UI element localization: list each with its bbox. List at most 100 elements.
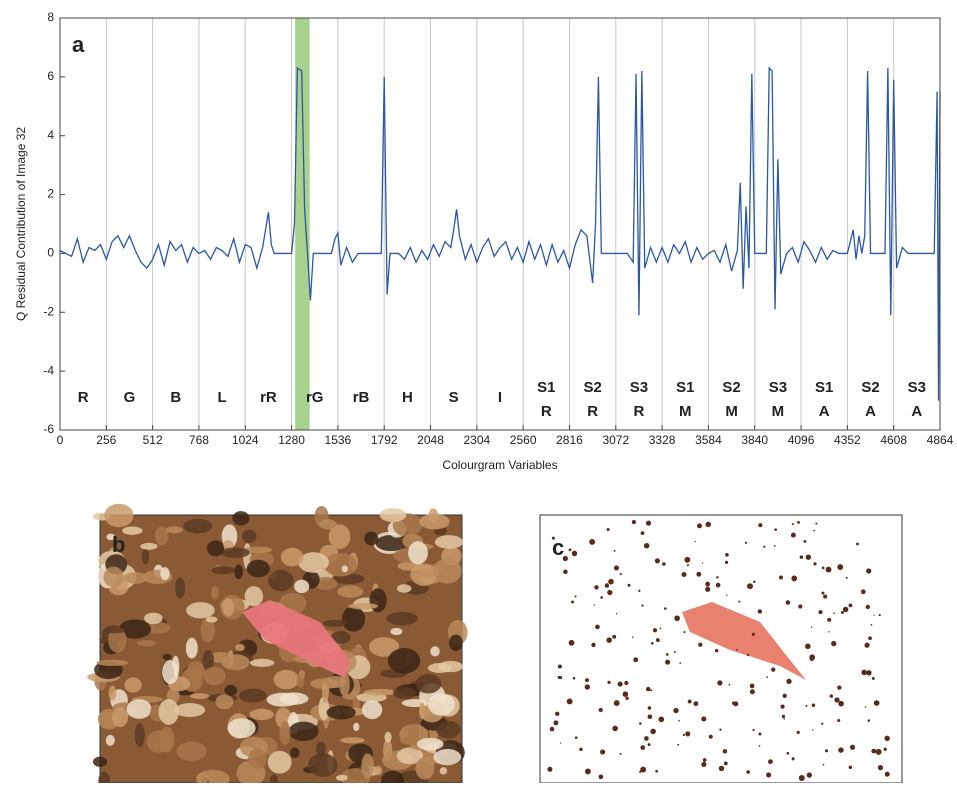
speck	[640, 745, 646, 750]
speck	[753, 580, 756, 584]
speck	[608, 578, 614, 585]
speck	[622, 691, 629, 697]
speck	[811, 703, 816, 708]
x-tick-label: 3072	[602, 433, 629, 447]
speck	[810, 626, 813, 628]
grain	[104, 503, 134, 528]
highlight-band	[295, 18, 310, 430]
grain	[363, 688, 397, 696]
speck	[571, 600, 575, 604]
speck	[655, 638, 660, 642]
grain	[298, 669, 306, 679]
grain	[186, 602, 215, 619]
segment-label: S3	[769, 379, 787, 396]
y-tick-label: 2	[47, 187, 54, 201]
speck	[849, 744, 856, 750]
speck	[870, 624, 873, 626]
speck	[607, 589, 613, 596]
grain	[415, 674, 442, 694]
speck	[613, 700, 620, 707]
speck	[639, 770, 642, 773]
speck	[679, 662, 682, 665]
grain	[348, 603, 378, 610]
speck	[641, 604, 644, 607]
speck	[640, 531, 645, 535]
speck	[560, 742, 562, 744]
grain	[122, 526, 143, 535]
y-tick-label: 6	[47, 69, 54, 83]
speck	[873, 700, 880, 706]
segment-label: S1	[676, 379, 694, 396]
grain	[244, 586, 264, 607]
grain	[432, 558, 462, 584]
segment-label: M	[725, 403, 738, 420]
speck	[821, 591, 825, 595]
speck	[617, 681, 623, 687]
speck	[883, 747, 887, 751]
speck	[785, 600, 791, 605]
segment-label: S2	[861, 379, 879, 396]
grain	[241, 529, 257, 543]
speck	[598, 774, 604, 780]
speck	[612, 725, 618, 732]
photo-c	[539, 514, 903, 784]
grain	[387, 648, 421, 674]
grain	[185, 637, 198, 659]
speck	[884, 771, 890, 777]
segment-label: rR	[260, 389, 277, 406]
speck	[705, 586, 711, 592]
panel-label: c	[552, 535, 564, 560]
speck	[805, 704, 808, 707]
speck	[553, 720, 559, 726]
speck	[786, 751, 790, 755]
speck	[815, 522, 818, 525]
speck	[861, 669, 867, 676]
speck	[600, 596, 603, 599]
x-tick-label: 2304	[463, 433, 490, 447]
speck	[864, 642, 870, 648]
segment-label: B	[170, 389, 181, 406]
panel-label: a	[72, 32, 85, 57]
speck	[831, 640, 837, 647]
segment-label: A	[911, 403, 922, 420]
segment-label: R	[634, 403, 645, 420]
grain	[144, 612, 163, 625]
speck	[584, 684, 590, 690]
grain	[390, 627, 403, 636]
x-tick-label: 4608	[880, 433, 907, 447]
speck	[684, 556, 691, 563]
grain	[165, 526, 183, 534]
speck	[632, 636, 634, 638]
segment-label: R	[541, 403, 552, 420]
grain	[140, 542, 158, 550]
speck	[780, 704, 785, 709]
speck	[735, 648, 738, 651]
speck	[837, 718, 841, 723]
speck	[873, 614, 875, 616]
grain	[92, 756, 108, 767]
x-tick-label: 3328	[649, 433, 676, 447]
speck	[705, 521, 711, 528]
speck	[647, 743, 651, 747]
speck	[650, 728, 656, 735]
grain	[298, 552, 329, 573]
grain	[322, 619, 347, 627]
speck	[594, 585, 599, 590]
segment-label: S	[449, 389, 459, 406]
speck	[884, 735, 890, 742]
speck	[716, 576, 719, 579]
speck	[598, 707, 603, 713]
grain	[248, 748, 267, 769]
grain	[222, 597, 235, 617]
grain	[279, 721, 291, 746]
grain	[416, 737, 444, 751]
particle	[682, 602, 806, 680]
speck	[840, 611, 844, 614]
speck	[643, 542, 650, 549]
grain	[202, 649, 215, 671]
segment-label: S3	[908, 379, 926, 396]
grain	[368, 637, 400, 657]
speck	[645, 520, 652, 526]
speck	[627, 583, 631, 587]
